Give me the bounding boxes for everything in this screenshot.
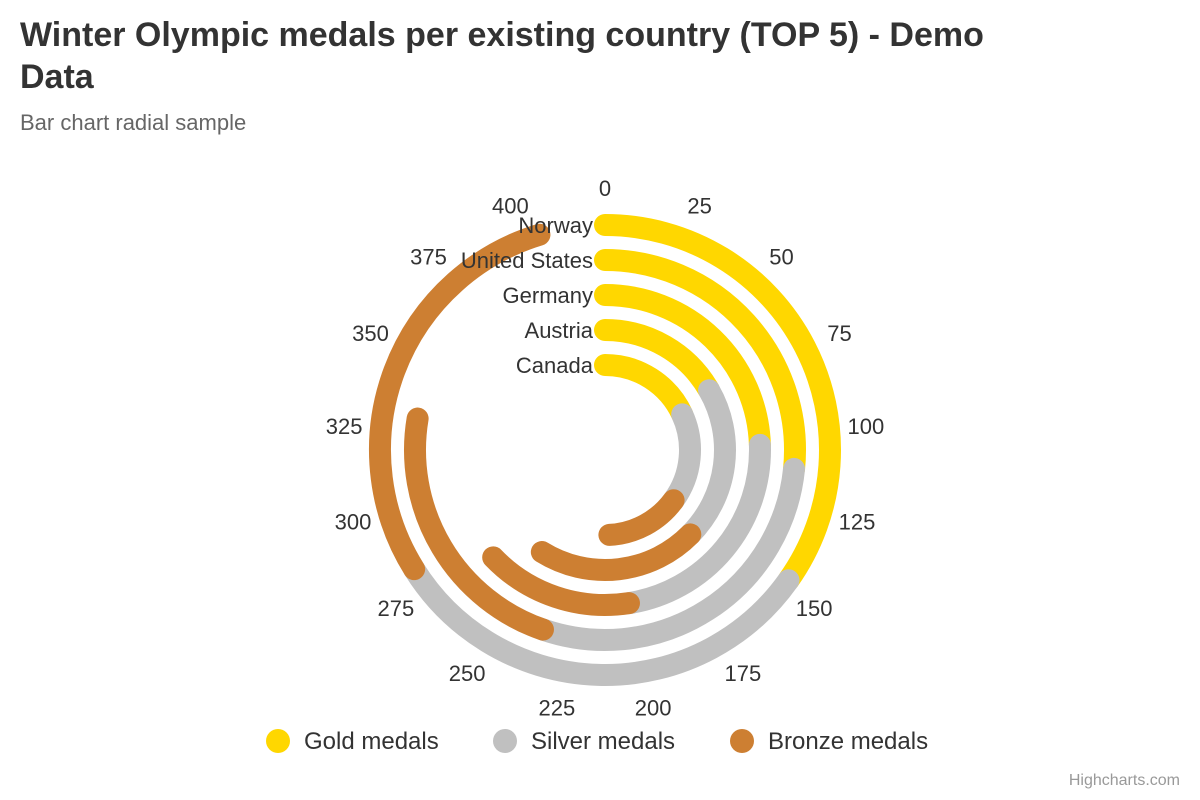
chart-title: Winter Olympic medals per existing count… — [20, 16, 984, 96]
axis-tick-label-375: 375 — [410, 244, 447, 269]
axis-tick-label-350: 350 — [352, 321, 389, 346]
legend-symbol-silver-medals — [493, 729, 517, 753]
legend-label-silver-medals: Silver medals — [531, 728, 675, 755]
bar-silver-medals-austria[interactable] — [679, 379, 736, 546]
bar-gold-medals-norway[interactable] — [594, 214, 841, 592]
axis-tick-label-25: 25 — [687, 194, 711, 219]
bar-bronze-medals-austria[interactable] — [530, 523, 702, 581]
legend-item-bronze-medals[interactable]: Bronze medals — [730, 728, 928, 755]
category-label-germany: Germany — [503, 283, 593, 308]
axis-tick-label-175: 175 — [725, 661, 762, 686]
axis-tick-label-150: 150 — [796, 596, 833, 621]
bar-silver-medals-united-states[interactable] — [531, 457, 806, 651]
axis-tick-label-125: 125 — [839, 510, 876, 535]
axis-tick-label-200: 200 — [635, 696, 672, 721]
bar-gold-medals-germany[interactable] — [594, 284, 771, 456]
value-axis-labels: 0 25 50 75 100 125 150 175 200 225 250 275 300 325 350… — [326, 176, 885, 721]
axis-tick-label-325: 325 — [326, 414, 363, 439]
bar-silver-medals-canada[interactable] — [662, 403, 701, 512]
legend: Gold medals Silver medals Bronze medals — [266, 728, 928, 755]
legend-item-gold-medals[interactable]: Gold medals — [266, 728, 439, 755]
legend-symbol-gold-medals — [266, 729, 290, 753]
legend-label-bronze-medals: Bronze medals — [768, 728, 928, 755]
bar-gold-medals-austria[interactable] — [594, 319, 721, 402]
axis-tick-label-250: 250 — [449, 661, 486, 686]
axis-tick-label-100: 100 — [848, 414, 885, 439]
axis-tick-label-275: 275 — [378, 596, 415, 621]
chart-subtitle: Bar chart radial sample — [20, 110, 247, 135]
credits-link[interactable]: Highcharts.com — [1068, 772, 1180, 789]
category-label-austria: Austria — [525, 318, 594, 343]
axis-tick-label-400: 400 — [492, 194, 529, 219]
legend-item-silver-medals[interactable]: Silver medals — [493, 728, 675, 755]
bar-gold-medals-canada[interactable] — [594, 354, 694, 426]
legend-label-gold-medals: Gold medals — [304, 728, 439, 755]
bar-silver-medals-germany[interactable] — [617, 433, 771, 615]
bar-bronze-medals-norway[interactable] — [369, 223, 551, 581]
bar-bronze-medals-germany[interactable] — [482, 546, 640, 616]
category-label-norway: Norway — [518, 213, 593, 238]
axis-tick-label-0: 0 — [599, 176, 611, 201]
axis-tick-label-75: 75 — [827, 321, 851, 346]
category-label-united-states: United States — [461, 248, 593, 273]
bar-gold-medals-united-states[interactable] — [594, 249, 806, 480]
category-labels: Norway United States Germany Austria Canada — [461, 213, 594, 378]
bar-silver-medals-norway[interactable] — [403, 558, 800, 686]
bar-bronze-medals-canada[interactable] — [598, 489, 685, 546]
series-layer — [369, 214, 841, 686]
category-label-canada: Canada — [516, 353, 594, 378]
bar-bronze-medals-united-states[interactable] — [404, 407, 554, 641]
axis-tick-label-225: 225 — [539, 696, 576, 721]
axis-tick-label-50: 50 — [769, 244, 793, 269]
axis-tick-label-300: 300 — [335, 510, 372, 535]
legend-symbol-bronze-medals — [730, 729, 754, 753]
